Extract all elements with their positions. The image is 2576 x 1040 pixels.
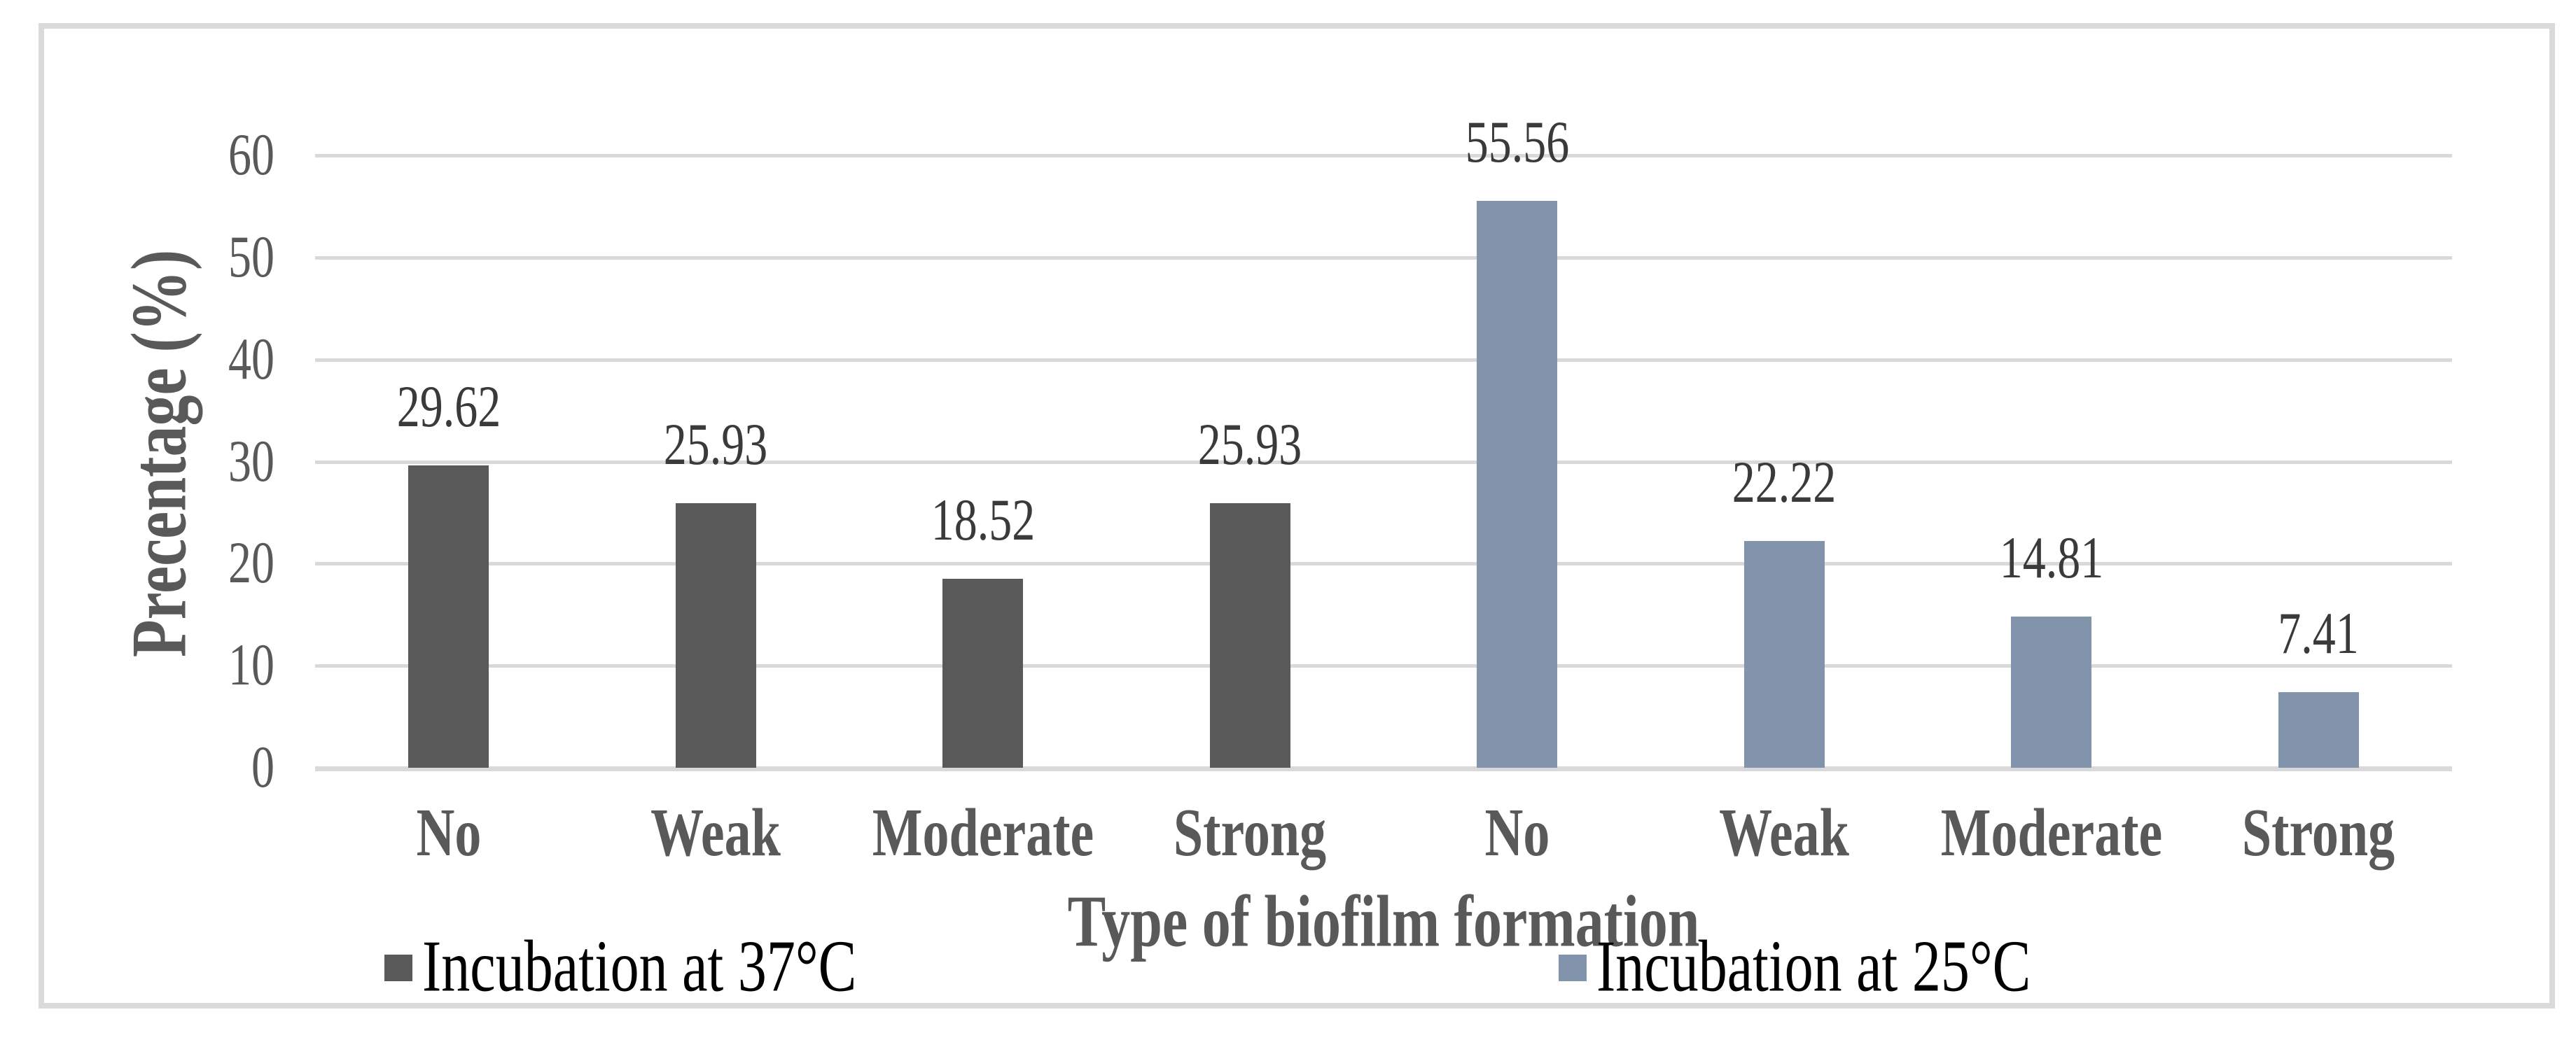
y-tick-text: 60 — [228, 122, 274, 188]
x-category-label: No — [1384, 795, 1650, 871]
bar-value-label: 7.41 — [2178, 601, 2458, 666]
bar-value-label: 25.93 — [576, 412, 856, 477]
bar-value-text: 18.52 — [931, 487, 1036, 554]
x-category-text: Moderate — [872, 795, 1094, 871]
bar-value-label: 29.62 — [309, 374, 589, 440]
legend-swatch-25c — [1559, 955, 1587, 981]
gridline-30 — [315, 460, 2452, 464]
x-category-text: Weak — [1719, 795, 1849, 871]
gridline-10 — [315, 664, 2452, 668]
bar-no-4 — [1477, 201, 1557, 768]
x-category-label: Weak — [1651, 795, 1917, 871]
y-tick-text: 30 — [228, 428, 274, 494]
bar-moderate-2 — [942, 579, 1023, 768]
x-category-text: Strong — [1173, 795, 1327, 871]
bar-value-label: 55.56 — [1377, 110, 1657, 175]
bar-value-text: 25.93 — [1197, 412, 1302, 478]
x-category-label: Strong — [2185, 795, 2451, 871]
y-tick-text: 40 — [228, 326, 274, 392]
bar-strong-3 — [1210, 503, 1290, 768]
y-tick-text: 10 — [228, 632, 274, 698]
y-tick-text: 20 — [228, 530, 274, 596]
y-tick-40: 40 — [70, 326, 274, 391]
y-tick-20: 20 — [70, 530, 274, 596]
y-tick-10: 10 — [70, 633, 274, 698]
x-category-label: Moderate — [1919, 795, 2185, 871]
x-category-label: Weak — [583, 795, 849, 871]
y-tick-30: 30 — [70, 428, 274, 493]
y-tick-text: 0 — [251, 734, 274, 801]
legend-label-25c: Incubation at 25°C — [1596, 927, 2031, 1004]
legend-label-text: Incubation at 37°C — [422, 925, 857, 1007]
bar-strong-7 — [2278, 692, 2359, 768]
gridline-40 — [315, 358, 2452, 362]
y-tick-0: 0 — [70, 735, 274, 800]
bar-weak-1 — [676, 503, 756, 768]
x-category-text: Moderate — [1940, 795, 2163, 871]
gridline-20 — [315, 562, 2452, 566]
bar-value-label: 18.52 — [843, 488, 1123, 553]
gridline-0 — [315, 766, 2452, 771]
bar-value-label: 22.22 — [1644, 450, 1924, 515]
bar-value-text: 22.22 — [1732, 449, 1837, 516]
bar-value-text: 7.41 — [2278, 600, 2359, 667]
gridline-50 — [315, 255, 2452, 260]
legend-item-37c: Incubation at 37°C — [384, 927, 856, 1004]
y-tick-60: 60 — [70, 122, 274, 188]
x-category-label: Moderate — [850, 795, 1116, 871]
bar-no-0 — [408, 465, 489, 768]
bar-value-label: 25.93 — [1110, 412, 1390, 477]
bar-value-text: 55.56 — [1465, 109, 1570, 176]
legend-label-text: Incubation at 25°C — [1596, 925, 2031, 1007]
bar-value-text: 25.93 — [663, 412, 768, 478]
x-axis-title-text: Type of biofilm formation — [1067, 880, 1700, 962]
gridline-60 — [315, 154, 2452, 157]
x-category-text: No — [416, 795, 482, 871]
bar-value-text: 14.81 — [1999, 525, 2104, 591]
y-tick-50: 50 — [70, 224, 274, 289]
x-category-text: Weak — [650, 795, 781, 871]
bar-moderate-6 — [2011, 617, 2091, 768]
bar-value-label: 14.81 — [1912, 526, 2192, 591]
legend-swatch-37c — [384, 955, 412, 981]
plot-area: 29.62 25.93 18.52 25.93 55.56 22.22 14.81 7.41 — [315, 110, 2452, 771]
x-category-label: No — [316, 795, 582, 871]
x-axis-title: Type of biofilm formation — [1068, 880, 1700, 962]
x-category-text: No — [1484, 795, 1550, 871]
legend-label-37c: Incubation at 37°C — [422, 927, 856, 1004]
legend-item-25c: Incubation at 25°C — [1559, 927, 2031, 1004]
bar-weak-5 — [1744, 541, 1825, 768]
y-tick-text: 50 — [228, 224, 274, 290]
bar-value-text: 29.62 — [396, 374, 501, 440]
x-category-label: Strong — [1117, 795, 1383, 871]
x-category-text: Strong — [2241, 795, 2395, 871]
